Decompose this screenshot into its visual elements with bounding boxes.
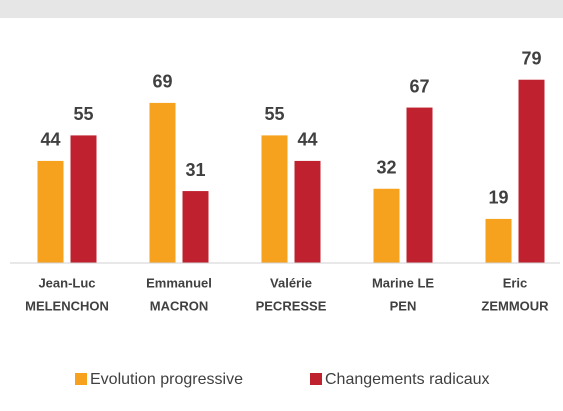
bar	[70, 135, 97, 263]
x-tick-label: PEN	[390, 298, 417, 313]
x-tick-label: Valérie	[270, 275, 312, 290]
legend-label: Evolution progressive	[90, 371, 243, 388]
value-label: 32	[376, 158, 396, 178]
bar	[294, 160, 321, 263]
x-tick-label: ZEMMOUR	[481, 298, 549, 313]
value-label: 44	[297, 130, 317, 150]
x-tick-label: MELENCHON	[25, 298, 109, 313]
value-label: 55	[264, 104, 284, 124]
value-label: 69	[152, 72, 172, 92]
bar	[406, 107, 433, 263]
value-label: 19	[488, 188, 508, 208]
value-label: 44	[40, 130, 60, 150]
bar	[261, 135, 288, 263]
bar	[37, 160, 64, 263]
value-label: 79	[521, 48, 541, 68]
value-label: 31	[185, 160, 205, 180]
bar	[485, 218, 512, 263]
x-tick-label: MACRON	[150, 298, 209, 313]
bar	[373, 188, 400, 263]
x-tick-label: Marine LE	[372, 275, 434, 290]
x-tick-label: Eric	[503, 275, 528, 290]
value-label: 67	[409, 76, 429, 96]
x-tick-label: Jean-Luc	[38, 275, 95, 290]
bar	[182, 191, 209, 263]
x-tick-label: Emmanuel	[146, 275, 212, 290]
bar	[518, 79, 545, 263]
legend-label: Changements radicaux	[325, 371, 490, 388]
header-band	[0, 0, 563, 18]
legend-swatch	[75, 373, 87, 385]
value-label: 55	[73, 104, 93, 124]
legend-swatch	[310, 373, 322, 385]
bar	[149, 102, 176, 263]
x-tick-label: PECRESSE	[256, 298, 327, 313]
